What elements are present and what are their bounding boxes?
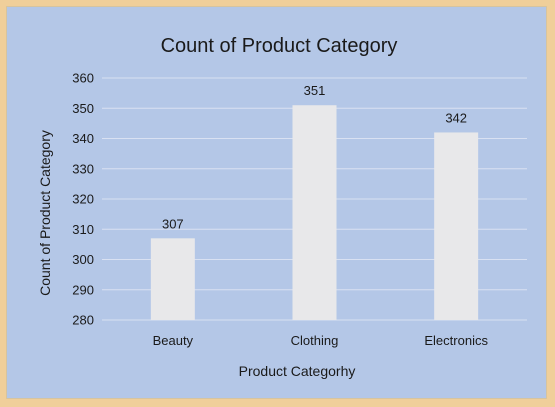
chart-frame: Count of Product Category 280 290 300 310 32…: [6, 6, 547, 399]
y-axis-ticks: 280 290 300 310 320 330 340 350 360: [72, 71, 94, 328]
y-tick-label: 350: [72, 101, 94, 116]
y-axis-title: Count of Product Category: [37, 130, 53, 296]
bar-beauty: [150, 238, 195, 320]
y-tick-label: 280: [72, 313, 94, 328]
bar-chart: Count of Product Category 280 290 300 310 32…: [37, 35, 527, 379]
x-tick-label: Clothing: [291, 333, 339, 348]
y-tick-label: 330: [72, 161, 94, 176]
x-axis-ticks: Beauty Clothing Electronics: [153, 333, 489, 348]
y-tick-label: 300: [72, 252, 94, 267]
chart-title: Count of Product Category: [161, 35, 398, 57]
x-axis-title: Product Categorhy: [239, 363, 356, 379]
bars: [150, 105, 479, 320]
data-label: 351: [304, 83, 326, 98]
y-tick-label: 320: [72, 192, 94, 207]
bar-electronics: [434, 132, 479, 320]
data-labels: 307 351 342: [162, 83, 467, 231]
y-tick-label: 360: [72, 71, 94, 86]
x-tick-label: Beauty: [153, 333, 194, 348]
y-tick-label: 290: [72, 282, 94, 297]
x-tick-label: Electronics: [424, 333, 488, 348]
data-label: 342: [445, 110, 467, 125]
y-tick-label: 340: [72, 131, 94, 146]
y-tick-label: 310: [72, 222, 94, 237]
bar-clothing: [292, 105, 337, 320]
data-label: 307: [162, 216, 184, 231]
